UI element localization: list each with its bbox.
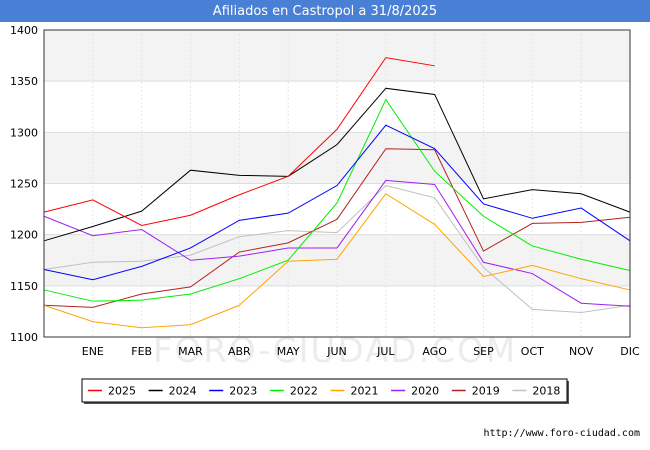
- legend-label-2020: 2020: [411, 385, 439, 398]
- series-line-2022: [43, 98, 631, 302]
- x-tick-label: NOV: [569, 345, 594, 358]
- legend-label-2019: 2019: [472, 385, 500, 398]
- series-line-2018: [43, 184, 631, 313]
- x-tick-label: JUN: [326, 345, 347, 358]
- x-tick-label: OCT: [521, 345, 544, 358]
- y-tick-label: 1400: [10, 24, 38, 37]
- x-tick-label: SEP: [473, 345, 494, 358]
- series-line-2021: [43, 193, 631, 329]
- legend-label-2024: 2024: [169, 385, 197, 398]
- x-tick-label: MAR: [178, 345, 203, 358]
- x-tick-label: FEB: [131, 345, 152, 358]
- plot-frame: [43, 29, 631, 338]
- legend-label-2022: 2022: [290, 385, 318, 398]
- x-tick-label: MAY: [277, 345, 300, 358]
- series-line-2025: [43, 57, 435, 226]
- y-tick-label: 1150: [10, 280, 38, 293]
- series-line-2020: [43, 179, 631, 307]
- series-line-2024: [43, 87, 631, 242]
- x-tick-label: DIC: [620, 345, 640, 358]
- y-tick-label: 1300: [10, 126, 38, 139]
- legend-label-2025: 2025: [108, 385, 136, 398]
- legend-label-2021: 2021: [351, 385, 379, 398]
- series-line-2023: [43, 124, 631, 281]
- source-url[interactable]: http://www.foro-ciudad.com: [483, 428, 640, 439]
- watermark-text: FORO-CIUDAD.COM: [153, 331, 517, 371]
- legend-label-2023: 2023: [229, 385, 257, 398]
- chart-title: Afiliados en Castropol a 31/8/2025: [0, 0, 650, 22]
- legend-label-2018: 2018: [532, 385, 560, 398]
- x-tick-label: JUL: [376, 345, 395, 358]
- y-tick-label: 1200: [10, 229, 38, 242]
- y-tick-label: 1100: [10, 331, 38, 344]
- x-tick-label: ENE: [82, 345, 104, 358]
- x-tick-label: ABR: [228, 345, 251, 358]
- series-line-2019: [43, 148, 631, 308]
- x-tick-label: AGO: [422, 345, 447, 358]
- legend-box: [81, 378, 568, 403]
- y-tick-label: 1250: [10, 178, 38, 191]
- y-tick-label: 1350: [10, 75, 38, 88]
